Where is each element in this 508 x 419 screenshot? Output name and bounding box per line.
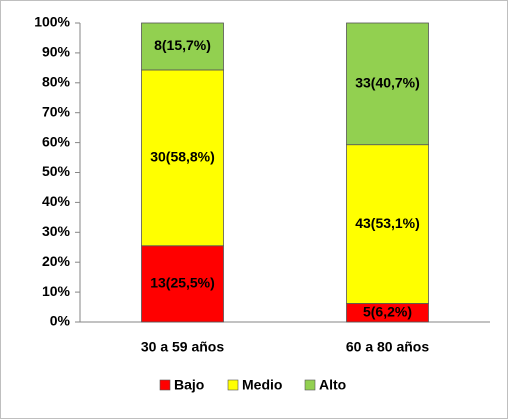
bar-segment — [141, 245, 224, 323]
legend-swatch — [159, 379, 171, 391]
bar-segment — [141, 69, 224, 247]
x-tick-label: 60 a 80 años — [346, 339, 429, 355]
y-tick-label: 80% — [42, 74, 71, 90]
y-tick-label: 0% — [50, 313, 71, 329]
y-tick-label: 60% — [42, 133, 71, 149]
bar-segment — [346, 144, 429, 304]
x-tick-label: 30 a 59 años — [141, 339, 224, 355]
y-tick-label: 70% — [42, 103, 71, 119]
legend-label: Medio — [242, 377, 282, 393]
data-label: 5(6,2%) — [363, 303, 412, 319]
data-label: 33(40,7%) — [355, 75, 420, 91]
y-tick-label: 40% — [42, 193, 71, 209]
legend-label: Alto — [319, 377, 346, 393]
y-tick-label: 30% — [42, 223, 71, 239]
legend-label: Bajo — [174, 377, 204, 393]
legend-swatch — [227, 379, 239, 391]
y-tick-label: 10% — [42, 283, 71, 299]
bar-segment — [346, 22, 429, 146]
y-tick-label: 20% — [42, 253, 71, 269]
y-tick-label: 50% — [42, 163, 71, 179]
bar-segment — [141, 22, 224, 71]
legend-swatch — [304, 379, 316, 391]
data-label: 8(15,7%) — [154, 37, 211, 53]
y-tick-label: 100% — [34, 14, 70, 30]
data-label: 13(25,5%) — [150, 275, 215, 291]
data-label: 30(58,8%) — [150, 149, 215, 165]
data-label: 43(53,1%) — [355, 215, 420, 231]
y-tick-label: 90% — [42, 44, 71, 60]
